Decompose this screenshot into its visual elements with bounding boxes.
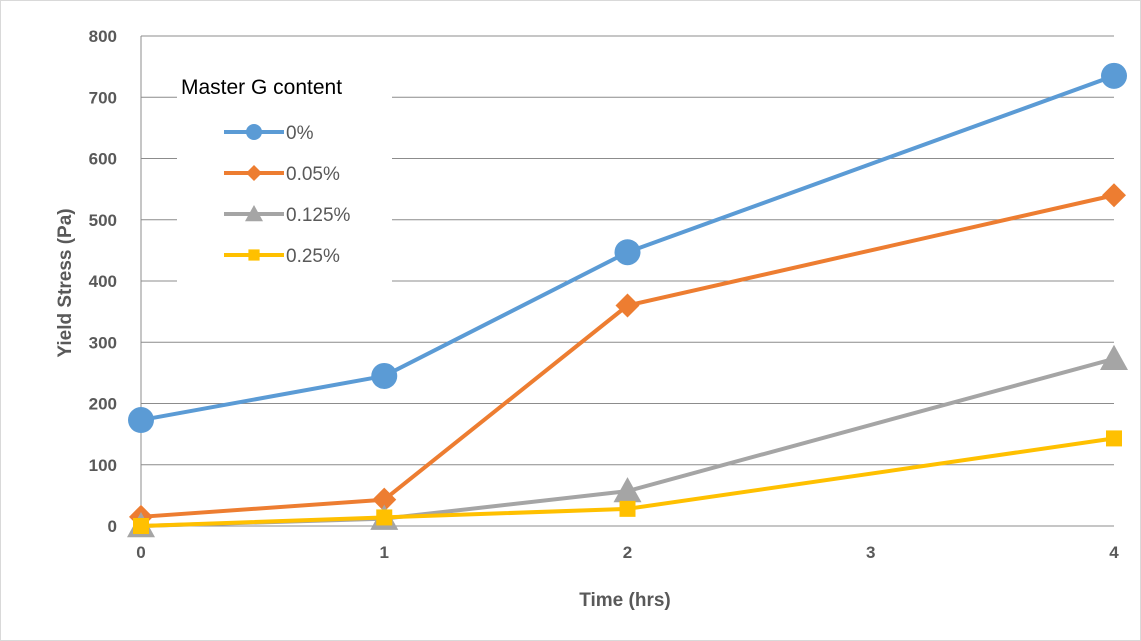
axes: 0 100 200 300 400 500 600 700 800 0 1 2 3 4 xyxy=(89,27,1120,562)
series-line-diamond xyxy=(140,193,1115,519)
legend-label: 0.25% xyxy=(286,246,340,267)
y-tick-label: 600 xyxy=(89,150,117,169)
legend-entry-square: 0.25% xyxy=(224,246,340,267)
series-diamond xyxy=(129,183,1126,529)
x-tick-label: 3 xyxy=(866,543,875,562)
data-point-circle xyxy=(1101,62,1127,89)
legend-label: 0.125% xyxy=(286,205,351,226)
legend-background xyxy=(177,67,392,289)
legend-marker-triangle xyxy=(245,205,263,222)
series-layer xyxy=(127,62,1128,538)
data-point-triangle xyxy=(1100,344,1128,370)
legend-label: 0% xyxy=(286,123,314,144)
data-point-triangle xyxy=(613,477,642,503)
x-tick-label: 2 xyxy=(623,543,632,562)
series-line-square xyxy=(140,436,1115,528)
x-tick-label: 1 xyxy=(380,543,389,562)
data-point-square xyxy=(376,509,393,526)
y-tick-label: 700 xyxy=(89,88,117,107)
y-tick-label: 200 xyxy=(89,395,117,414)
series-line-circle xyxy=(140,73,1115,423)
data-point-circle xyxy=(614,239,641,266)
legend-label: 0.05% xyxy=(286,164,340,185)
legend-marker-diamond xyxy=(246,165,262,181)
series-square xyxy=(133,430,1122,534)
legend: Master G content 0% 0.05% 0.125% 0.25% xyxy=(177,67,392,289)
y-tick-label: 300 xyxy=(89,333,117,352)
data-point-square xyxy=(1106,430,1122,447)
y-tick-label: 500 xyxy=(89,211,117,230)
legend-title: Master G content xyxy=(181,76,342,99)
legend-marker-square xyxy=(248,249,260,261)
data-point-diamond xyxy=(1102,183,1126,208)
x-axis-title: Time (hrs) xyxy=(579,590,671,611)
series-circle xyxy=(128,62,1127,434)
x-tick-label: 4 xyxy=(1109,543,1119,562)
data-point-square xyxy=(133,518,149,534)
y-tick-label: 100 xyxy=(89,456,117,475)
data-point-circle xyxy=(128,407,154,434)
legend-marker-circle xyxy=(246,124,262,140)
y-tick-label: 800 xyxy=(89,27,117,46)
data-point-square xyxy=(619,500,636,517)
y-tick-label: 400 xyxy=(89,272,117,291)
y-axis-title: Yield Stress (Pa) xyxy=(55,208,76,357)
data-point-diamond xyxy=(615,293,640,318)
y-tick-label: 0 xyxy=(108,517,117,536)
data-point-circle xyxy=(371,362,398,389)
legend-entry-triangle: 0.125% xyxy=(224,205,351,226)
legend-entry-circle: 0% xyxy=(224,123,314,144)
data-point-diamond xyxy=(372,487,397,512)
x-tick-label: 0 xyxy=(136,543,145,562)
legend-entry-diamond: 0.05% xyxy=(224,164,340,185)
